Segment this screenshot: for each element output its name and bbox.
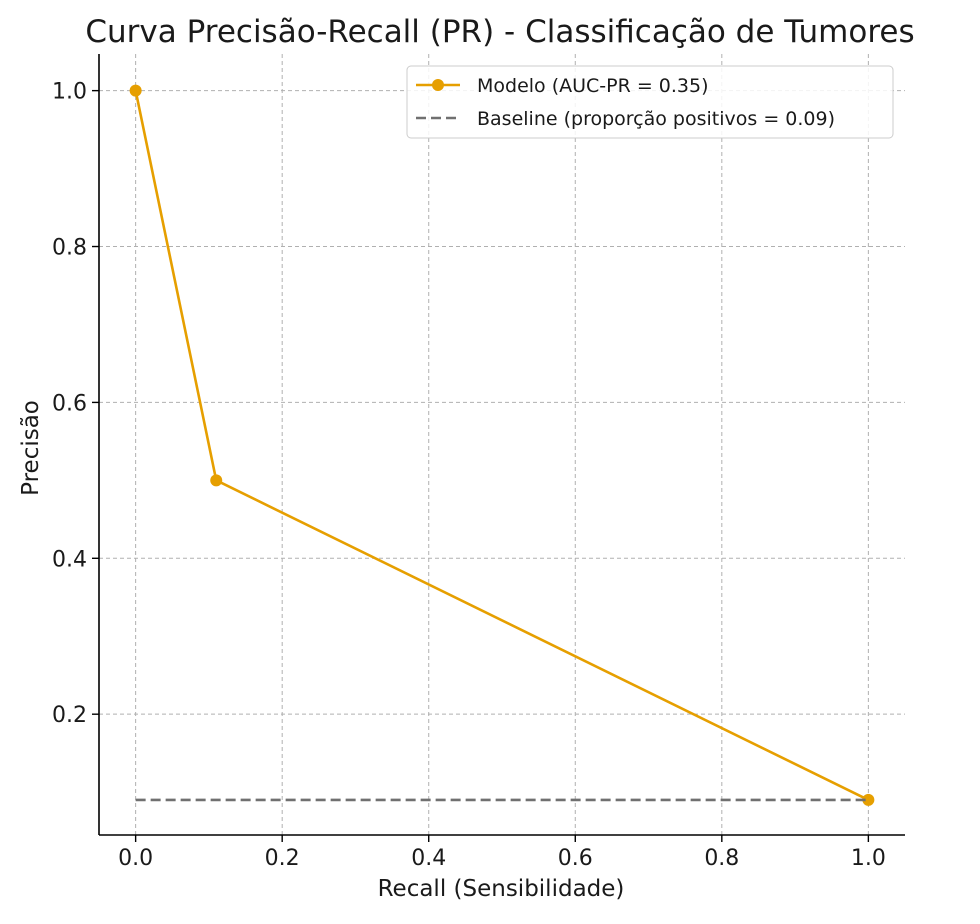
- x-tick-label: 0.2: [265, 846, 300, 871]
- x-tick-label: 0.0: [118, 846, 153, 871]
- series-layer: [129, 84, 875, 806]
- x-axis-label: Recall (Sensibilidade): [378, 876, 625, 902]
- y-tick-label: 0.2: [52, 703, 87, 728]
- data-point: [210, 474, 223, 487]
- y-tick-label: 1.0: [52, 80, 87, 105]
- axes: [98, 54, 905, 836]
- x-tick-label: 1.0: [851, 846, 886, 871]
- y-tick-label: 0.4: [52, 547, 87, 572]
- x-tick-label: 0.8: [704, 846, 739, 871]
- y-tick-label: 0.8: [52, 236, 87, 261]
- x-tick-label: 0.4: [411, 846, 446, 871]
- chart-title: Curva Precisão-Recall (PR) - Classificaç…: [85, 14, 914, 50]
- y-axis-label: Precisão: [18, 400, 44, 496]
- legend-label-modelo: Modelo (AUC-PR = 0.35): [477, 75, 709, 97]
- legend-frame: [406, 65, 894, 139]
- y-tick-label: 0.6: [52, 391, 87, 416]
- x-tick-label: 0.6: [558, 846, 593, 871]
- legend-marker-modelo: [432, 79, 444, 91]
- legend-label-baseline: Baseline (proporção positivos = 0.09): [477, 108, 835, 130]
- data-point: [862, 793, 875, 806]
- data-point: [129, 84, 142, 97]
- legend: Modelo (AUC-PR = 0.35) Baseline (proporç…: [406, 65, 894, 139]
- ticks: 0.0 0.2 0.4 0.6 0.8 1.0 0.2 0.4 0.6 0.8 1.0: [52, 80, 886, 871]
